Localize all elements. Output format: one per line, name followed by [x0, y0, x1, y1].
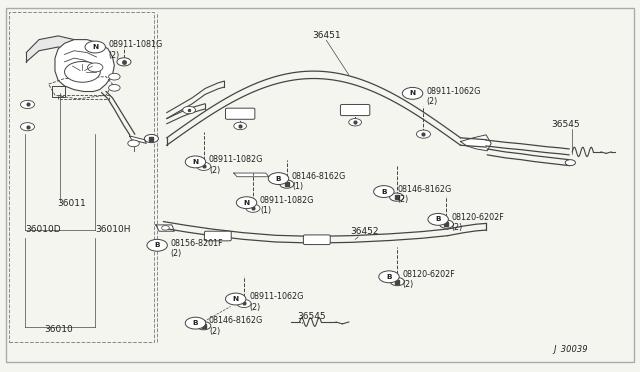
Circle shape — [20, 123, 35, 131]
Text: 36010H: 36010H — [95, 225, 131, 234]
Text: B: B — [381, 189, 387, 195]
Circle shape — [145, 135, 159, 142]
Text: J  30039: J 30039 — [553, 344, 588, 353]
Text: N: N — [243, 200, 250, 206]
Circle shape — [85, 41, 106, 53]
Circle shape — [196, 162, 211, 170]
Polygon shape — [55, 39, 115, 92]
Circle shape — [109, 73, 120, 80]
Circle shape — [109, 84, 120, 91]
Text: 08911-1062G: 08911-1062G — [249, 292, 303, 301]
Circle shape — [128, 140, 140, 147]
Text: (2): (2) — [452, 223, 463, 232]
Text: 08911-1082G: 08911-1082G — [209, 155, 263, 164]
Text: 36545: 36545 — [551, 119, 580, 129]
Text: 08146-8162G: 08146-8162G — [292, 172, 346, 181]
Text: 08911-1082G: 08911-1082G — [260, 196, 314, 205]
Circle shape — [390, 193, 404, 201]
Text: (1): (1) — [260, 206, 271, 215]
Text: (2): (2) — [397, 195, 408, 204]
Text: B: B — [435, 217, 441, 222]
Circle shape — [440, 220, 454, 228]
Text: (2): (2) — [209, 166, 220, 174]
Text: 36545: 36545 — [298, 312, 326, 321]
Text: B: B — [276, 176, 281, 182]
Text: N: N — [92, 44, 99, 50]
Text: 08120-6202F: 08120-6202F — [452, 213, 504, 222]
Polygon shape — [156, 225, 174, 231]
Text: (2): (2) — [426, 97, 437, 106]
Polygon shape — [234, 173, 269, 177]
Text: N: N — [193, 159, 198, 165]
Text: (2): (2) — [171, 249, 182, 258]
Text: 08120-6202F: 08120-6202F — [403, 270, 455, 279]
Text: (1): (1) — [292, 182, 303, 191]
Circle shape — [182, 106, 195, 114]
Text: 36010: 36010 — [44, 325, 72, 334]
Circle shape — [20, 100, 35, 109]
Text: 36451: 36451 — [312, 31, 341, 39]
Circle shape — [117, 58, 131, 66]
Text: N: N — [233, 296, 239, 302]
Text: (2): (2) — [209, 327, 220, 336]
Circle shape — [403, 87, 423, 99]
Text: 08911-1081G: 08911-1081G — [109, 40, 163, 49]
Bar — [9, 12, 154, 341]
Text: 08146-8162G: 08146-8162G — [209, 317, 263, 326]
Circle shape — [237, 299, 251, 308]
Circle shape — [565, 160, 575, 166]
Text: 36010D: 36010D — [25, 225, 61, 234]
Circle shape — [374, 186, 394, 198]
FancyBboxPatch shape — [340, 105, 370, 116]
Text: 36011: 36011 — [57, 199, 86, 208]
Circle shape — [147, 239, 168, 251]
Text: B: B — [154, 242, 160, 248]
Circle shape — [246, 204, 260, 212]
Circle shape — [196, 322, 211, 330]
Text: 08146-8162G: 08146-8162G — [397, 185, 452, 194]
Circle shape — [185, 317, 205, 329]
Text: (2): (2) — [403, 280, 413, 289]
Text: 36452: 36452 — [351, 227, 379, 236]
Circle shape — [236, 197, 257, 209]
Circle shape — [234, 122, 246, 130]
Text: 08911-1062G: 08911-1062G — [426, 87, 481, 96]
Circle shape — [349, 119, 362, 126]
FancyBboxPatch shape — [225, 108, 255, 119]
Circle shape — [162, 226, 170, 230]
Circle shape — [417, 130, 431, 138]
Text: 08156-8201F: 08156-8201F — [171, 238, 223, 248]
Text: B: B — [193, 320, 198, 326]
Text: N: N — [410, 90, 415, 96]
Text: (2): (2) — [109, 51, 120, 60]
Circle shape — [225, 293, 246, 305]
Circle shape — [379, 271, 399, 283]
Text: B: B — [386, 274, 392, 280]
Circle shape — [65, 61, 100, 82]
Circle shape — [88, 63, 103, 72]
FancyBboxPatch shape — [303, 235, 330, 244]
Circle shape — [428, 214, 449, 225]
Polygon shape — [130, 136, 147, 143]
Text: (2): (2) — [249, 303, 260, 312]
Polygon shape — [461, 135, 491, 151]
FancyBboxPatch shape — [204, 231, 231, 241]
Circle shape — [185, 156, 205, 168]
Circle shape — [268, 173, 289, 185]
Circle shape — [280, 180, 294, 188]
Circle shape — [390, 278, 404, 286]
